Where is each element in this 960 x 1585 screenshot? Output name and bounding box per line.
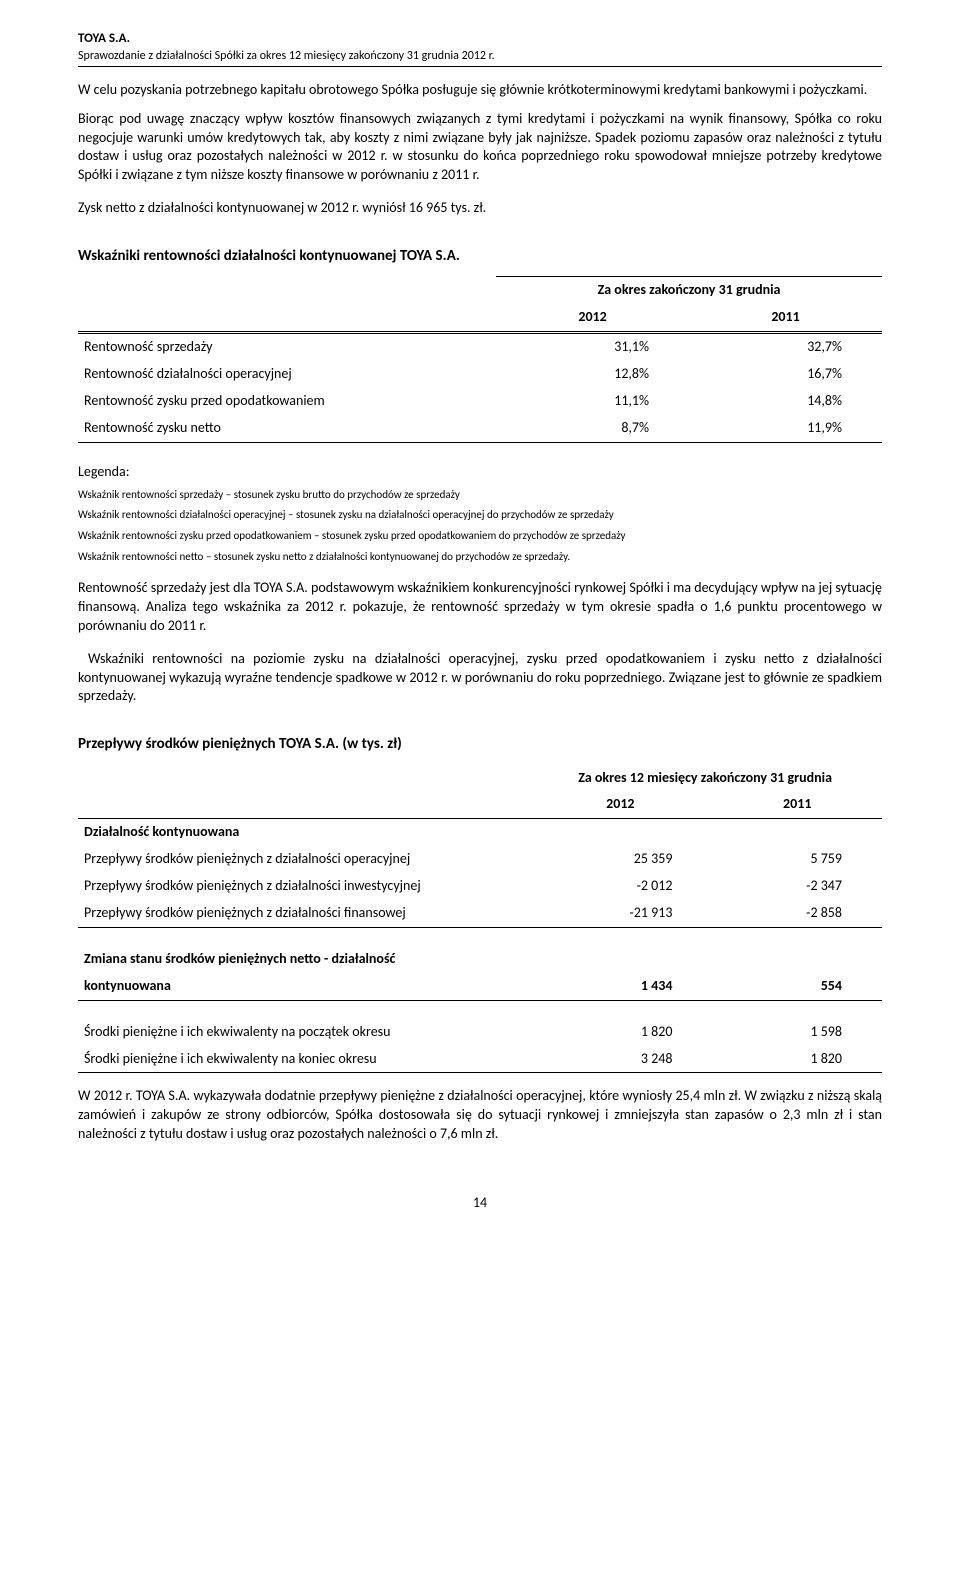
table1-row-val-a: 12,8% [496, 361, 689, 388]
paragraph-3: Zysk netto z działalności kontynuowanej … [78, 199, 882, 218]
paragraph-1: W celu pozyskania potrzebnego kapitału o… [78, 81, 882, 100]
table2-year-b: 2011 [712, 791, 882, 818]
table2-row-val-b: -2 347 [712, 873, 882, 900]
table2-row-val-a: 25 359 [528, 846, 712, 873]
table2-row-val-a: 1 820 [528, 1019, 712, 1046]
table1-row-val-a: 11,1% [496, 388, 689, 415]
table2-change-b: 554 [712, 973, 882, 1000]
table2-row-val-a: -2 012 [528, 873, 712, 900]
table1-row-label: Rentowność zysku netto [78, 415, 496, 442]
table2-title: Przepływy środków pieniężnych TOYA S.A. … [78, 734, 882, 754]
table1-row-val-b: 11,9% [689, 415, 882, 442]
table1-period-header: Za okres zakończony 31 grudnia [496, 277, 882, 304]
paragraph-2: Biorąc pod uwagę znaczący wpływ kosztów … [78, 110, 882, 186]
table2-row-label: Przepływy środków pieniężnych z działaln… [78, 846, 528, 873]
table2-row-val-b: 1 820 [712, 1046, 882, 1073]
table1-row-val-a: 8,7% [496, 415, 689, 442]
table2-row-label: Przepływy środków pieniężnych z działaln… [78, 873, 528, 900]
table1-row-label: Rentowność działalności operacyjnej [78, 361, 496, 388]
table1-row-val-a: 31,1% [496, 333, 689, 361]
legend-title: Legenda: [78, 463, 882, 482]
table2-row-label: Środki pieniężne i ich ekwiwalenty na ko… [78, 1046, 528, 1073]
table2-row-val-a: 3 248 [528, 1046, 712, 1073]
table1-year-a: 2012 [496, 304, 689, 332]
legend-item: Wskaźnik rentowności sprzedaży – stosune… [78, 488, 882, 503]
table2-row-val-b: 1 598 [712, 1019, 882, 1046]
legend-item: Wskaźnik rentowności działalności operac… [78, 508, 882, 523]
table2-period-header: Za okres 12 miesięcy zakończony 31 grudn… [528, 765, 882, 792]
table2-section1-label: Działalność kontynuowana [78, 819, 528, 846]
table1-title: Wskaźniki rentowności działalności konty… [78, 246, 882, 266]
cashflow-table: Za okres 12 miesięcy zakończony 31 grudn… [78, 765, 882, 1074]
paragraph-6: W 2012 r. TOYA S.A. wykazywała dodatnie … [78, 1087, 882, 1144]
table2-change-label-1: Zmiana stanu środków pieniężnych netto -… [78, 946, 528, 973]
table2-row-val-b: 5 759 [712, 846, 882, 873]
table2-row-label: Środki pieniężne i ich ekwiwalenty na po… [78, 1019, 528, 1046]
document-page: TOYA S.A. Sprawozdanie z działalności Sp… [0, 0, 960, 1253]
table2-row-val-b: -2 858 [712, 900, 882, 927]
legend-item: Wskaźnik rentowności zysku przed opodatk… [78, 529, 882, 544]
table1-row-label: Rentowność sprzedaży [78, 333, 496, 361]
paragraph-4: Rentowność sprzedaży jest dla TOYA S.A. … [78, 579, 882, 636]
table2-year-a: 2012 [528, 791, 712, 818]
legend-item: Wskaźnik rentowności netto – stosunek zy… [78, 550, 882, 565]
page-number: 14 [78, 1194, 882, 1213]
table2-change-a: 1 434 [528, 973, 712, 1000]
legend-block: Legenda: Wskaźnik rentowności sprzedaży … [78, 463, 882, 565]
table1-row-val-b: 32,7% [689, 333, 882, 361]
paragraph-5: Wskaźniki rentowności na poziomie zysku … [78, 650, 882, 707]
profitability-table: Za okres zakończony 31 grudnia 2012 2011… [78, 276, 882, 442]
table1-row-val-b: 14,8% [689, 388, 882, 415]
header-subtitle: Sprawozdanie z działalności Spółki za ok… [78, 48, 882, 67]
table1-row-label: Rentowność zysku przed opodatkowaniem [78, 388, 496, 415]
table2-row-label: Przepływy środków pieniężnych z działaln… [78, 900, 528, 927]
table1-row-val-b: 16,7% [689, 361, 882, 388]
header-company: TOYA S.A. [78, 30, 882, 48]
table2-row-val-a: -21 913 [528, 900, 712, 927]
table2-change-label-2: kontynuowana [78, 973, 528, 1000]
table1-year-b: 2011 [689, 304, 882, 332]
